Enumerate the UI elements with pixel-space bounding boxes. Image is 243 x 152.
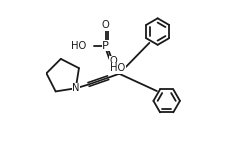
Text: P: P — [102, 41, 109, 51]
Text: O: O — [102, 20, 110, 30]
Text: HO: HO — [71, 41, 86, 51]
Text: N: N — [72, 83, 79, 93]
Text: HO: HO — [110, 63, 125, 73]
Text: O: O — [109, 56, 117, 66]
